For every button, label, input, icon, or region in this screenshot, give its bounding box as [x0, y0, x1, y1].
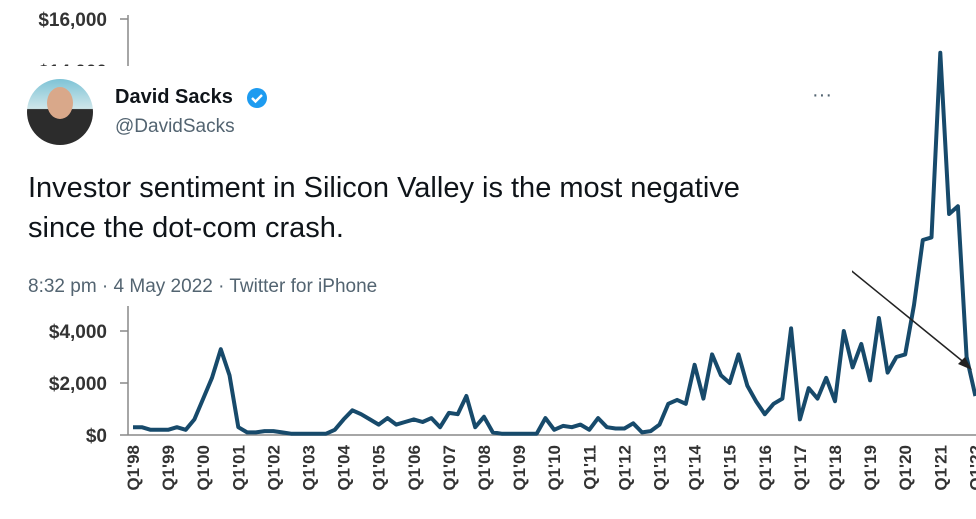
x-tick-label: Q1'10 [545, 445, 564, 491]
x-tick-label: Q1'12 [615, 445, 634, 491]
y-tick-label: $4,000 [49, 322, 107, 343]
x-tick-label: Q1'18 [826, 445, 845, 491]
author-handle[interactable]: @DavidSacks [115, 116, 235, 137]
y-tick-label: $16,000 [38, 10, 107, 31]
x-tick-label: Q1'13 [651, 445, 670, 491]
x-tick-label: Q1'07 [440, 445, 459, 491]
avatar[interactable] [27, 79, 93, 145]
x-tick-label: Q1'06 [405, 445, 424, 491]
more-button[interactable]: ··· [812, 84, 832, 106]
x-tick-label: Q1'11 [580, 445, 599, 490]
x-tick-label: Q1'16 [756, 445, 775, 491]
author-name[interactable]: David Sacks [115, 86, 233, 108]
data-line [133, 50, 976, 436]
verified-badge [247, 88, 267, 108]
x-tick-label: Q1'08 [475, 445, 494, 491]
tweet-text: since the dot-com crash. [28, 212, 344, 244]
x-tick-label: Q1'98 [124, 445, 143, 491]
x-tick-label: Q1'17 [791, 445, 810, 491]
x-tick-label: Q1'14 [686, 444, 705, 490]
y-tick-label: $2,000 [49, 374, 107, 395]
x-tick-label: Q1'20 [896, 445, 915, 491]
x-tick-label: Q1'99 [159, 445, 178, 491]
arrow-head [958, 357, 972, 370]
x-tick-label: Q1'19 [861, 445, 880, 491]
x-tick-label: Q1'21 [931, 445, 950, 491]
x-tick-label: Q1'04 [335, 444, 354, 490]
x-tick-label: Q1'22 [966, 445, 976, 491]
y-tick-label: $0 [86, 426, 107, 447]
x-tick-label: Q1'00 [194, 445, 213, 491]
arrow [847, 267, 967, 365]
x-tick-label: Q1'01 [229, 445, 248, 491]
tweet-meta[interactable]: 8:32 pm · 4 May 2022 · Twitter for iPhon… [28, 276, 378, 297]
x-tick-label: Q1'05 [370, 445, 389, 491]
tweet-card[interactable]: David Sacks @DavidSacks ··· Investor sen… [0, 66, 852, 306]
x-tick-label: Q1'03 [300, 445, 319, 491]
tweet-text: Investor sentiment in Silicon Valley is … [28, 172, 740, 204]
x-tick-label: Q1'09 [510, 445, 529, 491]
x-tick-label: Q1'15 [721, 445, 740, 491]
x-tick-label: Q1'02 [264, 445, 283, 491]
